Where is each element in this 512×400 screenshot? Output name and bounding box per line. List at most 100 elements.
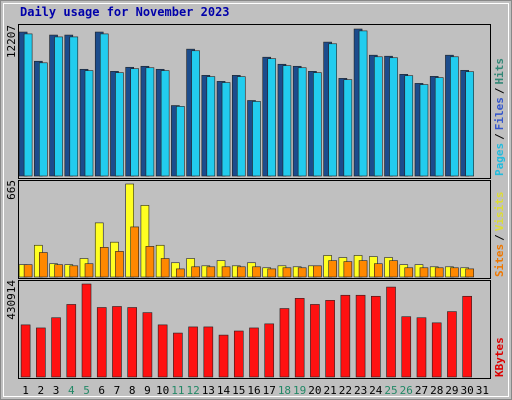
chart-title: Daily usage for November 2023 [20,5,230,19]
x-tick-label: 31 [476,384,489,397]
bar [447,311,457,378]
x-tick-label: 30 [461,384,474,397]
bar [343,79,353,177]
x-tick-label: 20 [308,384,321,397]
bar [191,50,200,177]
bar [279,308,290,378]
bar [115,72,124,177]
bar [54,36,63,177]
bar [313,72,322,177]
bar [130,68,139,177]
bar [434,77,444,177]
bar [84,263,94,278]
bar [69,36,79,177]
bar [39,252,48,278]
bar [462,295,472,378]
x-tick-label: 21 [324,384,337,397]
legend-entry: KBytes [493,337,506,377]
bar [66,304,77,378]
x-tick-label: 10 [156,384,169,397]
bar [355,294,366,378]
bar [297,267,307,278]
x-tick-label: 27 [415,384,428,397]
bar [54,264,63,278]
bar [297,67,307,177]
bar [371,295,381,378]
bar [236,266,246,278]
bar [386,286,396,378]
bar [294,298,305,378]
x-tick-label: 6 [98,384,105,397]
x-tick-label: 18 [278,384,291,397]
legend-entry: Visits [493,192,506,232]
bar [145,67,155,177]
bar [39,62,48,177]
bar [404,75,414,177]
bar [404,267,414,278]
legend-entry: Files [493,97,506,130]
bar [358,260,368,278]
bar [142,312,153,378]
bar [206,266,216,278]
x-tick-label: 3 [53,384,60,397]
x-tick-label: 15 [232,384,245,397]
legend: Pages / Files / Hits [493,58,506,176]
bar [431,322,442,378]
legend-entry: Pages [493,143,506,176]
bar [81,283,92,378]
bar [401,316,412,378]
x-tick-label: 14 [217,384,231,397]
bar [176,268,185,278]
bar [340,294,351,378]
bar [206,76,216,177]
bar [99,33,109,177]
legend: KBytes [493,337,506,377]
x-tick-label: 8 [129,384,136,397]
legend-entry: Hits [493,58,506,85]
y-tick-label: 12207 [5,25,18,58]
bar [191,266,200,278]
bar [173,332,183,378]
bar [145,246,155,278]
bar [84,70,94,177]
x-tick-label: 13 [202,384,215,397]
bar [252,266,261,278]
bar [465,71,474,177]
x-tick-label: 7 [114,384,121,397]
bar [115,251,124,278]
x-tick-label: 4 [68,384,75,397]
x-tick-label: 17 [263,384,276,397]
bar [130,226,139,278]
bar [249,327,259,378]
bar [450,267,459,278]
bar [434,267,444,278]
x-tick-label: 22 [339,384,352,397]
x-tick-label: 16 [247,384,260,397]
bar [157,324,168,378]
bar [23,264,33,278]
bar [127,307,137,378]
bar [389,57,398,177]
bar [374,56,383,177]
bar [267,58,277,177]
x-tick-label: 26 [400,384,413,397]
x-tick-label: 11 [171,384,184,397]
bar [416,317,427,378]
bar [218,334,229,378]
bar [51,317,61,378]
legend: Sites / Visits [493,192,506,278]
bar [264,323,275,378]
bar [203,326,214,378]
bar [236,76,246,177]
bar [160,258,170,278]
x-tick-label: 28 [430,384,443,397]
bar [221,266,231,278]
x-tick-label: 5 [83,384,90,397]
x-tick-label: 23 [354,384,367,397]
bar [313,265,322,278]
bar [140,205,150,278]
bar [374,263,383,278]
bar [450,56,459,177]
bar [188,326,198,378]
